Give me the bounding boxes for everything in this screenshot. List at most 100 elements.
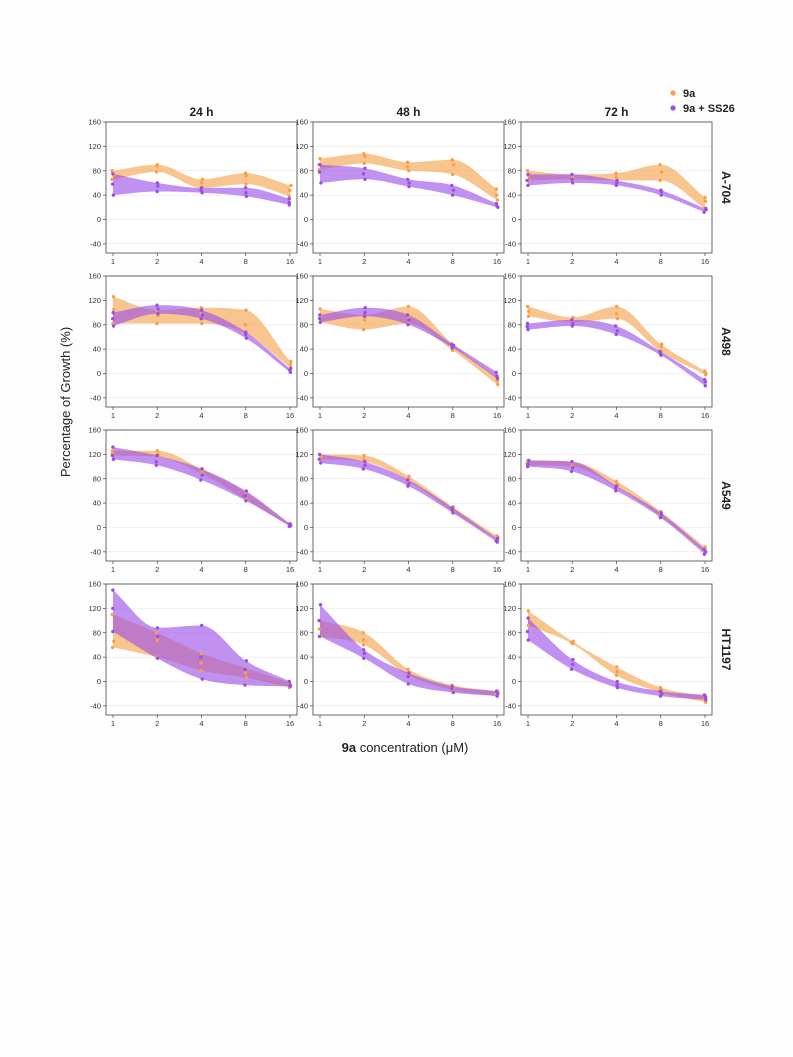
point-9a xyxy=(362,318,367,322)
point-9a xyxy=(361,631,365,635)
point-9a-ss26 xyxy=(525,629,530,634)
point-9a xyxy=(110,612,114,617)
point-9a-ss26 xyxy=(317,618,321,623)
point-9a xyxy=(405,160,410,164)
point-9a-ss26 xyxy=(155,453,159,458)
panel-a498-48-h: 160 120 80 40 0 -40 1 2 4 8 16 xyxy=(295,272,505,420)
point-9a-ss26 xyxy=(704,550,708,554)
point-9a-ss26 xyxy=(451,188,456,192)
y-tick-label: 160 xyxy=(88,118,101,127)
x-tick-label: 2 xyxy=(155,257,159,266)
point-9a-ss26 xyxy=(244,330,248,334)
y-tick-label: 40 xyxy=(508,499,516,508)
x-tick-label: 2 xyxy=(155,411,159,420)
legend-marker-9a xyxy=(670,90,676,96)
y-tick-label: 0 xyxy=(304,677,308,686)
point-9a-ss26 xyxy=(156,634,160,639)
point-9a-ss26 xyxy=(243,683,247,687)
y-tick-label: 0 xyxy=(304,215,308,224)
point-9a-ss26 xyxy=(244,489,248,493)
point-9a-ss26 xyxy=(363,166,367,170)
x-tick-label: 8 xyxy=(659,257,663,266)
x-tick-label: 4 xyxy=(406,411,410,420)
point-9a xyxy=(154,631,159,635)
x-tick-label: 1 xyxy=(318,565,322,574)
y-tick-label: -40 xyxy=(90,393,101,402)
row-title-ht1197: HT1197 xyxy=(719,628,733,670)
point-9a-ss26 xyxy=(527,458,531,463)
y-tick-label: 0 xyxy=(97,677,101,686)
y-tick-label: 40 xyxy=(93,653,101,662)
point-9a-ss26 xyxy=(660,692,664,696)
point-9a-ss26 xyxy=(450,684,454,689)
point-9a xyxy=(199,651,203,656)
point-9a-ss26 xyxy=(494,370,498,374)
point-9a-ss26 xyxy=(569,469,574,474)
column-title-48-h: 48 h xyxy=(396,105,420,119)
point-9a xyxy=(495,198,500,202)
point-9a xyxy=(243,323,248,327)
point-9a xyxy=(110,645,115,650)
x-tick-label: 4 xyxy=(199,257,203,266)
y-tick-label: 80 xyxy=(508,474,516,483)
point-9a-ss26 xyxy=(406,177,410,181)
y-tick-label: -40 xyxy=(505,393,516,402)
point-9a xyxy=(450,172,455,177)
point-9a xyxy=(155,163,159,167)
point-9a xyxy=(703,195,707,200)
point-9a xyxy=(155,638,159,642)
x-tick-label: 16 xyxy=(286,411,294,420)
point-9a-ss26 xyxy=(451,193,455,197)
point-9a xyxy=(289,183,293,188)
point-9a-ss26 xyxy=(703,377,707,382)
point-9a-ss26 xyxy=(243,186,248,190)
point-9a-ss26 xyxy=(155,189,159,194)
point-9a-ss26 xyxy=(525,178,529,183)
x-tick-label: 1 xyxy=(111,257,115,266)
y-tick-label: -40 xyxy=(505,701,516,710)
point-9a-ss26 xyxy=(243,667,247,671)
point-9a-ss26 xyxy=(363,463,367,467)
point-9a-ss26 xyxy=(405,478,410,482)
y-tick-label: 160 xyxy=(503,272,516,281)
point-9a xyxy=(526,314,531,318)
point-9a xyxy=(362,161,366,166)
point-9a-ss26 xyxy=(615,683,619,687)
point-9a-ss26 xyxy=(702,547,706,552)
point-9a xyxy=(317,627,321,631)
point-9a-ss26 xyxy=(614,484,618,488)
point-9a xyxy=(289,359,293,363)
point-9a xyxy=(658,685,663,690)
x-tick-label: 8 xyxy=(659,411,663,420)
point-9a-ss26 xyxy=(244,659,249,663)
y-tick-label: -40 xyxy=(505,239,516,248)
y-tick-label: 40 xyxy=(300,191,308,200)
point-9a-ss26 xyxy=(200,677,204,681)
point-9a xyxy=(526,309,531,313)
y-tick-label: 160 xyxy=(503,426,516,435)
x-tick-label: 16 xyxy=(701,719,709,728)
point-9a xyxy=(405,165,410,169)
y-tick-label: 80 xyxy=(93,628,101,637)
point-9a-ss26 xyxy=(405,313,410,317)
point-9a xyxy=(615,312,619,316)
point-9a-ss26 xyxy=(319,181,323,185)
x-tick-label: 4 xyxy=(199,719,203,728)
point-9a-ss26 xyxy=(704,206,708,211)
point-9a-ss26 xyxy=(659,193,663,197)
point-9a xyxy=(660,342,664,346)
y-tick-label: 160 xyxy=(295,118,308,127)
panel-a498-72-h: 160 120 80 40 0 -40 1 2 4 8 16 A498 xyxy=(503,272,733,420)
band-9a xyxy=(528,306,705,375)
x-tick-label: 4 xyxy=(199,565,203,574)
y-tick-label: 0 xyxy=(512,677,516,686)
point-9a-ss26 xyxy=(287,197,291,201)
y-tick-label: 120 xyxy=(88,142,101,151)
x-tick-label: 2 xyxy=(155,719,159,728)
point-9a-ss26 xyxy=(407,181,411,185)
panel-ht1197-72-h: 160 120 80 40 0 -40 1 2 4 8 16 HT1197 xyxy=(503,580,733,728)
y-tick-label: 40 xyxy=(300,653,308,662)
point-9a xyxy=(244,676,249,680)
point-9a-ss26 xyxy=(571,662,575,667)
y-tick-label: 120 xyxy=(295,296,308,305)
